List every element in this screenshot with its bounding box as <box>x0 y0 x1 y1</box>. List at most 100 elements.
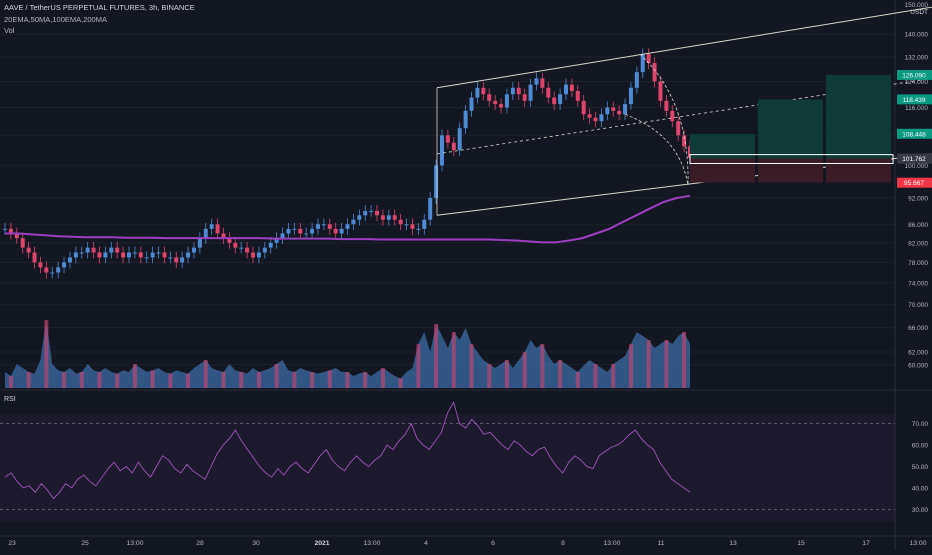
candle-body[interactable] <box>304 233 309 235</box>
candle-body[interactable] <box>404 224 409 226</box>
candle-body[interactable] <box>558 94 563 105</box>
entry-box[interactable] <box>689 154 894 164</box>
candle-body[interactable] <box>286 228 291 234</box>
candle-body[interactable] <box>91 247 96 253</box>
candle-body[interactable] <box>310 228 315 234</box>
candle-body[interactable] <box>3 228 7 230</box>
candle-body[interactable] <box>215 224 220 234</box>
candle-body[interactable] <box>73 252 78 258</box>
candle-body[interactable] <box>38 262 43 268</box>
candle-body[interactable] <box>321 224 326 226</box>
candle-body[interactable] <box>682 135 687 147</box>
candle-body[interactable] <box>351 219 356 225</box>
candle-body[interactable] <box>499 104 504 108</box>
candle-body[interactable] <box>32 252 37 263</box>
candle-body[interactable] <box>369 210 374 212</box>
channel-upper[interactable] <box>436 6 932 89</box>
candle-body[interactable] <box>363 210 368 216</box>
candle-body[interactable] <box>392 215 397 220</box>
candle-body[interactable] <box>510 87 515 95</box>
candle-body[interactable] <box>658 81 663 101</box>
candle-body[interactable] <box>634 72 639 88</box>
target-box-2[interactable] <box>758 99 823 159</box>
candle-body[interactable] <box>97 252 102 258</box>
candle-body[interactable] <box>439 135 444 166</box>
candle-body[interactable] <box>20 238 25 248</box>
candle-body[interactable] <box>162 252 167 258</box>
candle-body[interactable] <box>422 219 427 229</box>
candle-body[interactable] <box>445 135 450 143</box>
candle-body[interactable] <box>67 257 72 263</box>
candle-body[interactable] <box>44 267 49 273</box>
candle-body[interactable] <box>611 107 616 111</box>
candle-body[interactable] <box>50 272 55 274</box>
candle-body[interactable] <box>552 97 557 105</box>
candle-body[interactable] <box>493 100 498 105</box>
candle-body[interactable] <box>150 252 155 258</box>
candle-body[interactable] <box>516 87 521 95</box>
candle-body[interactable] <box>197 238 202 248</box>
candle-body[interactable] <box>587 114 592 118</box>
candle-body[interactable] <box>628 87 633 105</box>
candle-body[interactable] <box>398 219 403 225</box>
candle-body[interactable] <box>103 252 108 258</box>
candle-body[interactable] <box>416 228 421 230</box>
stop-box-2[interactable] <box>758 158 823 183</box>
candle-body[interactable] <box>469 97 474 111</box>
candle-body[interactable] <box>617 110 622 115</box>
candle-body[interactable] <box>115 247 120 253</box>
candle-body[interactable] <box>528 84 533 101</box>
candle-body[interactable] <box>109 247 114 253</box>
candle-body[interactable] <box>186 252 191 258</box>
candle-body[interactable] <box>268 242 273 248</box>
candle-body[interactable] <box>434 165 439 198</box>
candle-body[interactable] <box>280 233 285 239</box>
candle-body[interactable] <box>410 224 415 229</box>
candle-body[interactable] <box>599 114 604 122</box>
candle-body[interactable] <box>451 142 456 151</box>
candle-body[interactable] <box>8 228 13 234</box>
indicator-legend[interactable]: 20EMA,50MA,100EMA,200MA <box>4 15 107 24</box>
candle-body[interactable] <box>245 247 250 253</box>
candle-body[interactable] <box>386 215 391 220</box>
candle-body[interactable] <box>26 247 31 253</box>
volume-legend[interactable]: Vol <box>4 26 15 35</box>
candle-body[interactable] <box>676 121 681 136</box>
candle-body[interactable] <box>563 84 568 95</box>
candle-body[interactable] <box>138 252 143 258</box>
candle-body[interactable] <box>256 252 261 258</box>
candle-body[interactable] <box>14 233 19 239</box>
target-box-3[interactable] <box>826 74 891 159</box>
candle-body[interactable] <box>298 228 303 234</box>
candle-body[interactable] <box>504 94 509 108</box>
candle-body[interactable] <box>132 252 137 254</box>
candle-body[interactable] <box>375 210 380 216</box>
candle-body[interactable] <box>487 94 492 101</box>
candle-body[interactable] <box>180 257 185 263</box>
candle-body[interactable] <box>56 267 61 273</box>
candle-body[interactable] <box>546 87 551 98</box>
candle-body[interactable] <box>623 104 628 115</box>
candle-body[interactable] <box>251 252 256 258</box>
candle-body[interactable] <box>221 233 226 239</box>
candle-body[interactable] <box>327 224 332 229</box>
stop-box-3[interactable] <box>826 158 891 183</box>
candle-body[interactable] <box>481 87 486 95</box>
candle-body[interactable] <box>168 257 173 259</box>
candle-body[interactable] <box>380 215 385 220</box>
candle-body[interactable] <box>127 252 132 258</box>
candle-body[interactable] <box>62 262 67 268</box>
candle-body[interactable] <box>575 91 580 101</box>
candle-body[interactable] <box>534 78 539 85</box>
candle-body[interactable] <box>345 224 350 229</box>
candle-body[interactable] <box>640 54 645 73</box>
candle-body[interactable] <box>191 247 196 253</box>
candle-body[interactable] <box>670 110 675 122</box>
candle-body[interactable] <box>121 252 126 258</box>
candle-body[interactable] <box>540 78 545 88</box>
candle-body[interactable] <box>274 238 279 243</box>
candle-body[interactable] <box>593 117 598 122</box>
candle-body[interactable] <box>463 110 468 129</box>
